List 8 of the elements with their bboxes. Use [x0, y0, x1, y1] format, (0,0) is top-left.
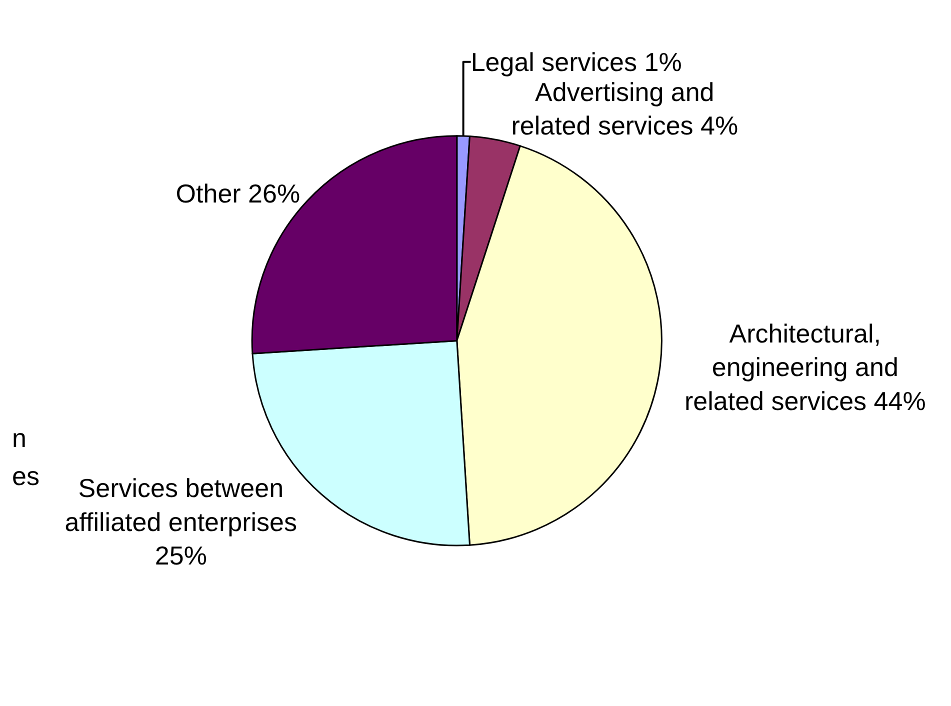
slice-label: Other 26% — [176, 178, 300, 208]
slice-label: Services between affiliated enterprises — [64, 472, 298, 537]
text: es — [12, 461, 40, 491]
slice-label: Architectural, engineering and related services 44% — [684, 318, 926, 416]
slice-label: Legal services 1% — [470, 46, 682, 77]
data-label: 25% — [154, 540, 207, 571]
slice-label: Advertising and related services 4% — [511, 76, 738, 141]
text: n — [12, 423, 26, 453]
